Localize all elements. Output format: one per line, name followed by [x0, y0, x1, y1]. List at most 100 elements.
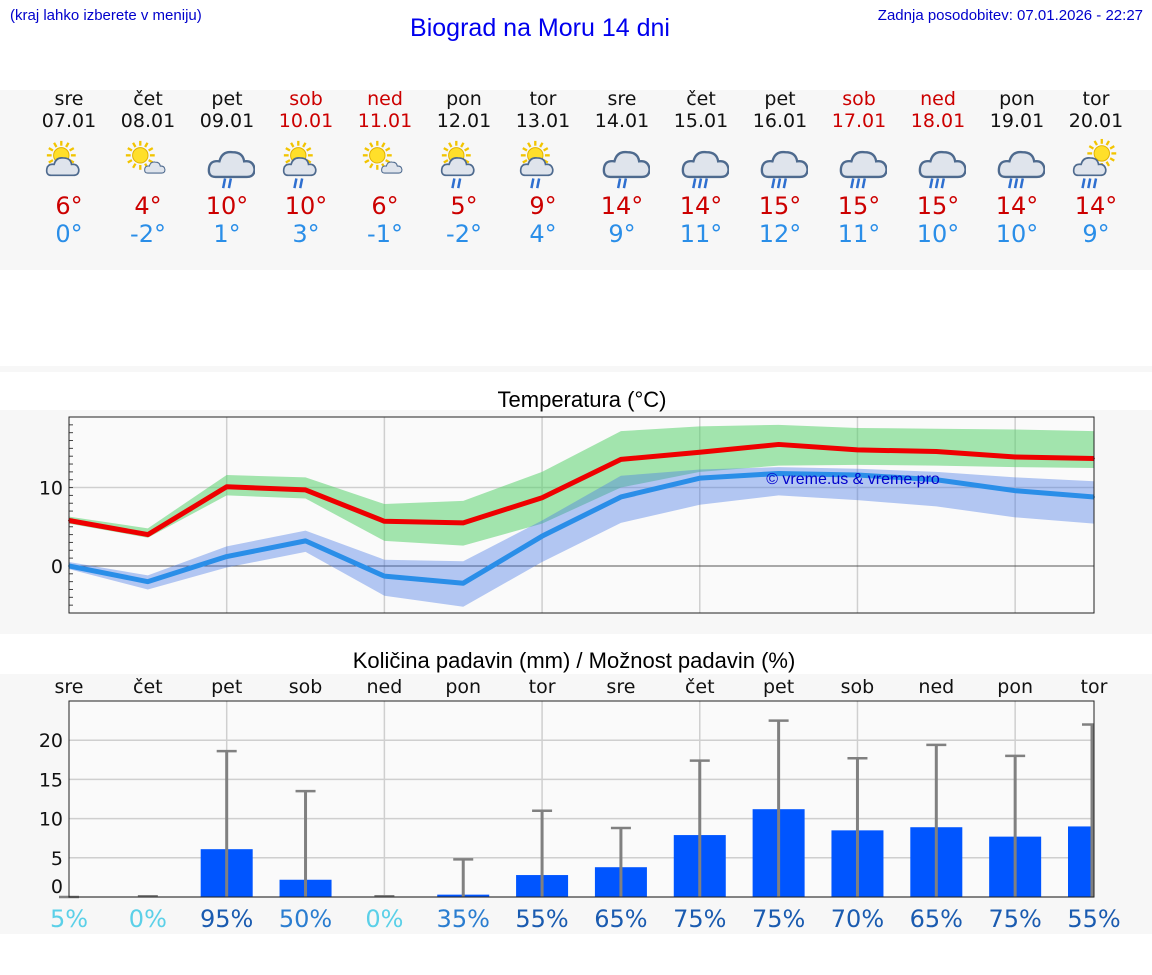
day-name: pet [764, 88, 796, 110]
max-temperature: 14° [679, 192, 723, 220]
day-date: 18.01 [910, 110, 966, 132]
min-temperature-point [225, 555, 228, 558]
min-temperature-point [304, 539, 307, 542]
forecast-day: sob 17.01 15° 11° [819, 88, 899, 248]
min-temperature: 9° [1082, 220, 1110, 248]
x-tick-label: čet [133, 676, 163, 698]
y-tick-label: 0 [51, 556, 63, 578]
forecast-day: sre 07.01 6° 0° [29, 88, 109, 248]
forecast-day: čet 08.01 4° -2° [108, 88, 188, 248]
y-tick-label: 5 [51, 848, 63, 870]
forecast-day: sob 10.01 10° 3° [266, 88, 346, 248]
cloud-rain-icon [207, 150, 255, 189]
day-name: sob [842, 88, 876, 110]
min-temperature: -2° [130, 220, 166, 248]
max-temperature: 15° [837, 192, 881, 220]
sun-cloud-icon [45, 140, 80, 177]
forecast-day: ned 11.01 6° -1° [345, 88, 425, 248]
forecast-day: sre 14.01 14° 9° [582, 88, 662, 248]
forecast-days-panel [0, 90, 1152, 270]
max-temperature-point [462, 521, 465, 524]
max-temperature: 5° [450, 192, 478, 220]
y-tick-label: 15 [39, 769, 63, 791]
day-name: ned [920, 88, 956, 110]
min-temperature: -1° [367, 220, 403, 248]
max-temperature: 10° [284, 192, 328, 220]
max-temperature: 14° [1074, 192, 1118, 220]
y-tick-label: 10 [39, 478, 63, 500]
max-temperature: 6° [55, 192, 83, 220]
x-tick-label: sre [606, 676, 635, 698]
max-temperature: 14° [600, 192, 644, 220]
min-temperature-point [541, 535, 544, 538]
min-temperature-point [1014, 489, 1017, 492]
day-date: 11.01 [357, 110, 413, 132]
x-tick-label: sob [289, 676, 323, 698]
min-temperature: 11° [837, 220, 881, 248]
precipitation-probability: 0% [365, 905, 403, 933]
day-date: 09.01 [199, 110, 255, 132]
day-date: 19.01 [989, 110, 1045, 132]
precipitation-probability: 70% [831, 905, 884, 933]
min-temperature-point [619, 495, 622, 498]
precipitation-probability: 65% [594, 905, 647, 933]
forecast-day: pon 12.01 5° -2° [424, 88, 504, 248]
page-title: Biograd na Moru 14 dni [410, 14, 670, 42]
max-temperature-point [619, 458, 622, 461]
day-date: 07.01 [41, 110, 97, 132]
precipitation-probability: 75% [988, 905, 1041, 933]
max-temperature-point [225, 485, 228, 488]
y-tick-label: 10 [39, 809, 63, 831]
max-temperature: 9° [529, 192, 557, 220]
precipitation-probability: 35% [437, 905, 490, 933]
cloud-heavy-rain-icon [997, 150, 1045, 189]
min-temperature: 11° [679, 220, 723, 248]
x-tick-label: tor [1081, 676, 1108, 698]
temperature-chart-title: Temperatura (°C) [497, 387, 667, 412]
precipitation-probability: 75% [673, 905, 726, 933]
location-hint[interactable]: (kraj lahko izberete v meniju) [10, 7, 202, 24]
last-updated: Zadnja posodobitev: 07.01.2026 - 22:27 [877, 7, 1143, 24]
plot-frame [68, 700, 1095, 898]
precipitation-probability: 0% [129, 905, 167, 933]
x-tick-label: sob [841, 676, 875, 698]
max-temperature-line [68, 441, 1095, 538]
min-temperature: 10° [995, 220, 1039, 248]
x-tick-label: tor [529, 676, 556, 698]
min-temperature: 4° [529, 220, 557, 248]
y-tick-label: 20 [39, 730, 63, 752]
sun-cloud-rain-icon [519, 140, 554, 189]
forecast-day: tor 20.01 14° 9° [1056, 88, 1136, 248]
min-temperature: -2° [446, 220, 482, 248]
min-temperature-point [935, 478, 938, 481]
max-temperature: 4° [134, 192, 162, 220]
min-temperature-line [68, 470, 1095, 586]
precipitation-probability: 75% [752, 905, 805, 933]
max-temperature: 6° [371, 192, 399, 220]
precipitation-probability: 5% [50, 905, 88, 933]
max-temperature-point [541, 496, 544, 499]
sun-cloud-rain-icon [440, 140, 475, 189]
x-tick-label: ned [918, 676, 954, 698]
min-temperature-point [462, 582, 465, 585]
forecast-day: tor 13.01 9° 4° [503, 88, 583, 248]
day-date: 14.01 [594, 110, 650, 132]
min-temperature-point [698, 477, 701, 480]
cloud-heavy-rain-icon [681, 150, 729, 189]
cloud-heavy-rain-icon [760, 150, 808, 189]
day-date: 15.01 [673, 110, 729, 132]
precipitation-probability: 95% [200, 905, 253, 933]
day-date: 20.01 [1068, 110, 1124, 132]
day-name: pon [999, 88, 1035, 110]
cloud-heavy-rain-icon [918, 150, 966, 189]
precipitation-probability: 65% [910, 905, 963, 933]
forecast-day: pet 09.01 10° 1° [187, 88, 267, 248]
min-temperature: 1° [213, 220, 241, 248]
x-tick-label: pon [997, 676, 1033, 698]
day-name: ned [367, 88, 403, 110]
max-temperature-band [69, 424, 1094, 546]
sun-small-cloud-icon [362, 140, 403, 174]
y-tick-label: 0 [51, 876, 63, 898]
x-tick-label: pet [763, 676, 794, 698]
